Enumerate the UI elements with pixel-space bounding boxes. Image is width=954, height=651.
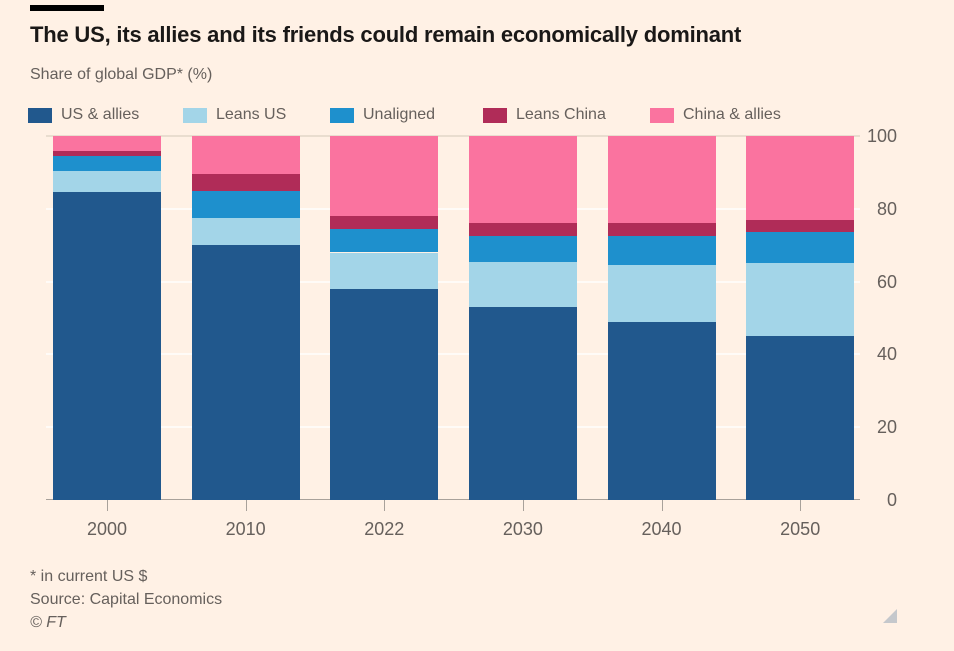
- x-tick-2022: [384, 500, 386, 511]
- bar-segment-2030-china-allies: [468, 136, 577, 224]
- x-tick-2050: [800, 500, 802, 511]
- source-credit: Source: Capital Economics: [30, 591, 223, 608]
- y-tick-label-40: 40: [876, 344, 897, 365]
- bar-segment-2030-us-allies: [468, 307, 577, 500]
- legend-swatch-icon: [183, 107, 207, 123]
- bar-segment-2030-leans-us: [468, 261, 577, 308]
- bar-segment-2050-unaligned: [746, 232, 855, 264]
- bar-segment-2022-leans-china: [330, 216, 439, 229]
- ft-copyright: © FT: [30, 614, 66, 631]
- legend-swatch-icon: [483, 107, 507, 123]
- bar-segment-2022-us-allies: [330, 288, 439, 500]
- bar-segment-2050-leans-china: [746, 219, 855, 233]
- bar-segment-2010-leans-us: [191, 217, 300, 246]
- x-tick-2040: [661, 500, 663, 511]
- y-tick-label-20: 20: [876, 417, 897, 438]
- resize-handle-icon[interactable]: [883, 609, 897, 623]
- x-tick-label-2000: 2000: [86, 519, 128, 539]
- bar-2000: [53, 136, 161, 500]
- bar-segment-2022-unaligned: [330, 228, 439, 253]
- footnote: * in current US $: [30, 568, 148, 585]
- gridline-60: [46, 280, 860, 283]
- bar-2030: [468, 136, 577, 500]
- bar-segment-2050-us-allies: [746, 336, 855, 500]
- bar-segment-2040-us-allies: [607, 321, 716, 500]
- bar-2010: [191, 136, 300, 500]
- legend-item-unaligned: Unaligned: [330, 106, 435, 124]
- x-tick-2010: [245, 500, 247, 511]
- legend-label: Leans US: [216, 106, 287, 123]
- bar-segment-2022-leans-us: [330, 252, 439, 289]
- gridline-40: [46, 353, 860, 356]
- bar-segment-2010-us-allies: [191, 245, 300, 500]
- top-rule: [30, 5, 104, 11]
- x-tick-label-2022: 2022: [364, 519, 405, 539]
- legend-label: US & allies: [61, 106, 140, 123]
- bar-segment-2050-china-allies: [746, 136, 855, 220]
- bar-2050: [746, 136, 855, 500]
- legend-item-china-allies: China & allies: [650, 106, 781, 124]
- legend-item-leans-china: Leans China: [483, 106, 606, 124]
- plot-area: [46, 135, 860, 511]
- chart-subtitle: Share of global GDP* (%): [30, 66, 213, 83]
- bar-segment-2040-unaligned: [607, 236, 716, 266]
- bar-segment-2000-us-allies: [53, 192, 161, 500]
- legend-swatch-icon: [650, 107, 674, 123]
- bar-segment-2040-leans-china: [607, 223, 716, 237]
- bar-segment-2000-leans-us: [53, 170, 161, 193]
- bar-2022: [330, 136, 439, 500]
- bar-segment-2022-china-allies: [330, 136, 439, 217]
- bar-2040: [607, 136, 716, 500]
- y-tick-label-100: 100: [866, 126, 897, 146]
- bar-segment-2050-leans-us: [746, 263, 855, 337]
- legend-item-leans-us: Leans US: [183, 106, 286, 124]
- bar-segment-2010-leans-china: [191, 174, 300, 191]
- bar-segment-2000-china-allies: [53, 136, 161, 151]
- y-tick-label-80: 80: [876, 198, 897, 219]
- x-tick-2030: [522, 500, 524, 511]
- x-tick-label-2050: 2050: [780, 519, 821, 539]
- gridline-100: [46, 135, 860, 137]
- bar-segment-2010-china-allies: [191, 136, 300, 175]
- bar-segment-2040-leans-us: [607, 265, 716, 322]
- legend-swatch-icon: [28, 107, 52, 123]
- chart-title: The US, its allies and its friends could…: [30, 22, 742, 47]
- y-tick-label-60: 60: [876, 271, 897, 292]
- legend-item-us-allies: US & allies: [28, 106, 139, 124]
- legend-label: Unaligned: [363, 106, 436, 123]
- y-tick-label-0: 0: [886, 490, 897, 510]
- legend-label: China & allies: [683, 106, 781, 123]
- bar-segment-2030-unaligned: [468, 236, 577, 262]
- bar-segment-2010-unaligned: [191, 190, 300, 218]
- bar-segment-2030-leans-china: [468, 223, 577, 237]
- x-tick-label-2030: 2030: [502, 519, 543, 539]
- gridline-20: [46, 426, 860, 429]
- bar-segment-2000-leans-china: [53, 150, 161, 157]
- legend-swatch-icon: [330, 107, 354, 123]
- x-tick-2000: [107, 500, 108, 511]
- x-axis-line: [46, 499, 860, 500]
- legend-label: Leans China: [516, 106, 606, 123]
- x-tick-label-2010: 2010: [225, 519, 266, 539]
- x-tick-label-2040: 2040: [641, 519, 682, 539]
- gridline-80: [46, 207, 860, 210]
- bar-segment-2040-china-allies: [607, 136, 716, 224]
- bar-segment-2000-unaligned: [53, 156, 161, 171]
